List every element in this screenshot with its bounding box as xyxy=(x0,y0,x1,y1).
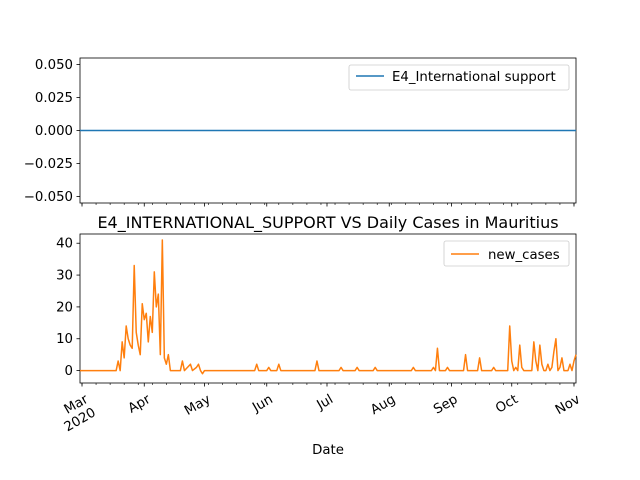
top-legend: E4_International support xyxy=(348,64,570,91)
top-y-tick-label: −0.050 xyxy=(24,190,73,205)
top-legend-label: E4_International support xyxy=(392,70,556,85)
bottom-y-tick-label: 40 xyxy=(56,237,73,252)
top-y-tick-label: 0.025 xyxy=(35,91,73,106)
bottom-y-tick-label: 30 xyxy=(56,269,73,284)
bottom-x-tick-label: Nov xyxy=(553,392,583,418)
bottom-x-tick-label: Mar2020 xyxy=(54,392,99,435)
bottom-x-tick-label: Apr xyxy=(126,392,154,417)
bottom-x-axis-label: Date xyxy=(312,443,344,458)
bottom-x-tick-label: Sep xyxy=(431,392,460,418)
bottom-x-tick-label: Jun xyxy=(249,392,275,416)
bottom-chart-title: E4_INTERNATIONAL_SUPPORT VS Daily Cases … xyxy=(97,213,558,233)
bottom-plot-area xyxy=(80,239,577,375)
bottom-legend-label: new_cases xyxy=(488,248,560,263)
bottom-x-tick-label: Oct xyxy=(493,392,520,416)
bottom-x-tick-label: Aug xyxy=(368,392,398,418)
bottom-legend-box xyxy=(443,240,570,267)
bottom-axes-frame xyxy=(79,233,577,384)
bottom-x-axis: Mar2020 Apr May Jun Jul Aug Sep Oct Nov xyxy=(54,383,583,435)
bottom-y-tick-label: 0 xyxy=(65,364,73,379)
bottom-x-tick-label: Jul xyxy=(314,392,336,414)
top-y-tick-label: 0.000 xyxy=(35,124,73,139)
top-y-axis: −0.050 −0.025 0.000 0.025 0.050 xyxy=(24,58,80,205)
bottom-y-tick-label: 20 xyxy=(56,300,73,315)
bottom-x-tick-label: May xyxy=(182,392,213,419)
top-legend-box xyxy=(348,64,570,91)
bottom-y-axis: 0 10 20 30 40 xyxy=(56,237,80,379)
bottom-y-tick-label: 10 xyxy=(56,332,73,347)
bottom-series-line xyxy=(80,239,577,375)
bottom-subplot: E4_INTERNATIONAL_SUPPORT VS Daily Cases … xyxy=(54,213,583,458)
top-y-tick-label: −0.025 xyxy=(24,157,73,172)
top-x-axis xyxy=(81,203,575,207)
bottom-legend: new_cases xyxy=(443,240,570,267)
top-y-tick-label: 0.050 xyxy=(35,58,73,73)
top-subplot: −0.050 −0.025 0.000 0.025 0.050 E4_Internati… xyxy=(24,57,577,207)
